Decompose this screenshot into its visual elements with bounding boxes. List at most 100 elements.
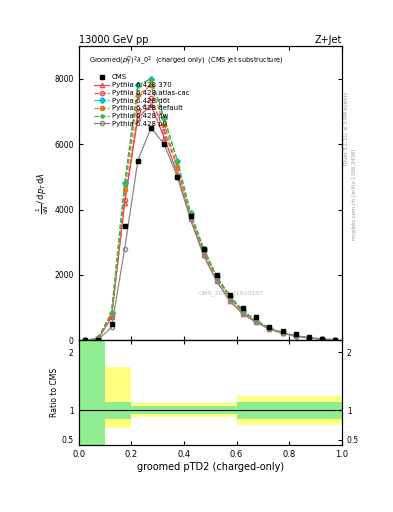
Pythia 6.428 default [149, 82, 153, 89]
Pythia 6.428 p0 [254, 319, 259, 326]
Pythia 6.428 dw [188, 210, 193, 216]
Pythia 6.428 d6t [215, 273, 219, 280]
Pythia 6.428 dw [162, 115, 167, 121]
Pythia 6.428 d6t [280, 329, 285, 335]
Y-axis label: Ratio to CMS: Ratio to CMS [50, 368, 59, 417]
Pythia 6.428 d6t [83, 337, 88, 344]
Pythia 6.428 dw [136, 82, 140, 89]
Pythia 6.428 dw [307, 335, 311, 341]
Pythia 6.428 p0 [228, 298, 232, 304]
X-axis label: groomed pTD2 (charged-only): groomed pTD2 (charged-only) [137, 462, 284, 472]
Pythia 6.428 atlas-cac [201, 249, 206, 255]
CMS [175, 174, 180, 180]
Pythia 6.428 dw [294, 333, 298, 339]
Pythia 6.428 dw [122, 180, 127, 186]
Legend: CMS, Pythia 6.428 370, Pythia 6.428 atlas-cac, Pythia 6.428 d6t, Pythia 6.428 de: CMS, Pythia 6.428 370, Pythia 6.428 atla… [93, 73, 191, 129]
CMS [149, 125, 153, 131]
Pythia 6.428 default [228, 294, 232, 300]
Text: Groomed$(p_T^D)^2\lambda\_0^2$  (charged only)  (CMS jet substructure): Groomed$(p_T^D)^2\lambda\_0^2$ (charged … [89, 55, 284, 68]
Pythia 6.428 d6t [175, 158, 180, 164]
Pythia 6.428 atlas-cac [175, 164, 180, 170]
Pythia 6.428 p0 [175, 174, 180, 180]
Pythia 6.428 default [215, 274, 219, 281]
Pythia 6.428 atlas-cac [254, 318, 259, 325]
Text: Rivet 3.1.10, ≥ 3.4M events: Rivet 3.1.10, ≥ 3.4M events [344, 91, 349, 165]
Pythia 6.428 p0 [215, 279, 219, 285]
Pythia 6.428 dw [215, 273, 219, 280]
Pythia 6.428 atlas-cac [333, 337, 338, 343]
Pythia 6.428 atlas-cac [109, 313, 114, 319]
Pythia 6.428 p0 [188, 216, 193, 222]
Pythia 6.428 dw [254, 317, 259, 324]
Line: Pythia 6.428 370: Pythia 6.428 370 [83, 103, 338, 343]
Pythia 6.428 default [333, 337, 338, 343]
Pythia 6.428 d6t [294, 333, 298, 339]
Pythia 6.428 370 [241, 311, 246, 317]
Pythia 6.428 atlas-cac [307, 335, 311, 341]
Line: Pythia 6.428 d6t: Pythia 6.428 d6t [83, 77, 338, 343]
CMS [188, 213, 193, 219]
Pythia 6.428 370 [149, 102, 153, 108]
CMS [254, 314, 259, 321]
Pythia 6.428 dw [149, 76, 153, 82]
Pythia 6.428 p0 [136, 158, 140, 164]
Line: Pythia 6.428 default: Pythia 6.428 default [83, 83, 338, 343]
Pythia 6.428 370 [267, 326, 272, 332]
Pythia 6.428 atlas-cac [162, 128, 167, 134]
Pythia 6.428 d6t [254, 317, 259, 324]
Pythia 6.428 dw [320, 336, 325, 342]
CMS [122, 223, 127, 229]
Pythia 6.428 d6t [96, 335, 101, 341]
Pythia 6.428 p0 [294, 333, 298, 339]
Pythia 6.428 atlas-cac [96, 335, 101, 342]
Line: CMS: CMS [83, 126, 337, 342]
Pythia 6.428 atlas-cac [215, 275, 219, 281]
Text: mcplots.cern.ch [arXiv:1306.3436]: mcplots.cern.ch [arXiv:1306.3436] [352, 149, 357, 240]
CMS [109, 321, 114, 327]
Pythia 6.428 370 [122, 200, 127, 206]
Pythia 6.428 370 [228, 298, 232, 304]
Y-axis label: $\frac{1}{\mathrm{d}N}\,/\,\mathrm{d}p_T\,\mathrm{d}\lambda$: $\frac{1}{\mathrm{d}N}\,/\,\mathrm{d}p_T… [35, 172, 51, 214]
Pythia 6.428 atlas-cac [83, 337, 88, 344]
Pythia 6.428 default [188, 211, 193, 218]
Pythia 6.428 dw [228, 293, 232, 300]
Line: Pythia 6.428 p0: Pythia 6.428 p0 [83, 126, 338, 343]
Pythia 6.428 370 [294, 333, 298, 339]
CMS [267, 324, 272, 330]
Pythia 6.428 370 [333, 337, 338, 343]
Pythia 6.428 dw [241, 308, 246, 314]
Pythia 6.428 default [96, 335, 101, 341]
Pythia 6.428 atlas-cac [294, 333, 298, 339]
CMS [201, 246, 206, 252]
Pythia 6.428 d6t [162, 115, 167, 121]
Pythia 6.428 p0 [109, 324, 114, 330]
Pythia 6.428 370 [162, 135, 167, 141]
Pythia 6.428 default [241, 309, 246, 315]
Pythia 6.428 p0 [333, 337, 338, 343]
Pythia 6.428 dw [175, 158, 180, 164]
Pythia 6.428 370 [254, 319, 259, 326]
Text: 13000 GeV pp: 13000 GeV pp [79, 35, 148, 45]
Pythia 6.428 atlas-cac [136, 109, 140, 115]
Pythia 6.428 d6t [136, 82, 140, 89]
Pythia 6.428 atlas-cac [149, 95, 153, 101]
Pythia 6.428 default [162, 121, 167, 127]
Pythia 6.428 370 [201, 252, 206, 259]
Pythia 6.428 p0 [241, 311, 246, 317]
Pythia 6.428 dw [83, 337, 88, 344]
Pythia 6.428 p0 [280, 330, 285, 336]
Pythia 6.428 default [201, 247, 206, 253]
Pythia 6.428 d6t [201, 246, 206, 252]
Pythia 6.428 p0 [307, 335, 311, 341]
Pythia 6.428 atlas-cac [188, 213, 193, 219]
Pythia 6.428 370 [188, 216, 193, 222]
Pythia 6.428 default [320, 336, 325, 342]
Pythia 6.428 370 [320, 336, 325, 342]
CMS [162, 141, 167, 147]
Pythia 6.428 d6t [241, 308, 246, 314]
Pythia 6.428 default [267, 325, 272, 331]
Pythia 6.428 370 [175, 170, 180, 177]
Pythia 6.428 dw [267, 325, 272, 331]
Pythia 6.428 p0 [267, 326, 272, 332]
Pythia 6.428 d6t [307, 335, 311, 341]
